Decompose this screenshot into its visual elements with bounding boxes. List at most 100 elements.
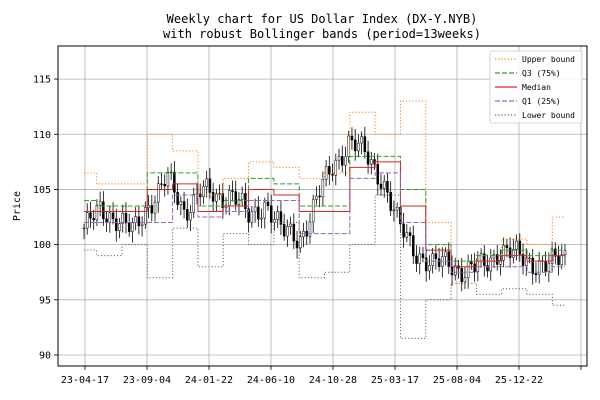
candle-body [269, 205, 273, 223]
x-tick-label: 24-10-28 [309, 375, 357, 386]
candle-body [521, 254, 525, 266]
candle-body [363, 136, 367, 153]
y-tick-label: 100 [33, 240, 51, 251]
candle-body [463, 277, 467, 283]
candle-body [428, 265, 431, 272]
candle-body [453, 265, 457, 276]
candle-body [376, 163, 380, 185]
candle-body [408, 232, 412, 236]
candle-body [534, 273, 538, 276]
candle-body [211, 192, 215, 202]
candle-body [479, 253, 483, 262]
candle-body [244, 193, 247, 209]
candle-body [528, 257, 531, 260]
candle-body [127, 222, 131, 232]
series-line-4 [84, 194, 565, 339]
candle-body [434, 253, 438, 260]
candle-body [447, 251, 451, 267]
candle-body [525, 257, 528, 266]
candle-body [160, 183, 163, 185]
candle-body [205, 178, 208, 187]
candle-body [489, 257, 493, 272]
candle-body [147, 205, 150, 208]
candle-body [115, 218, 118, 231]
candle-body [470, 261, 473, 265]
candle-body [444, 251, 447, 257]
candle-body [486, 265, 489, 272]
candle-body [386, 181, 389, 193]
x-tick-label: 24-06-10 [247, 375, 295, 386]
legend-label: Median [522, 83, 551, 92]
candle-body [282, 224, 286, 237]
candle-body [337, 156, 341, 161]
candle-body [292, 223, 296, 242]
candle-body [560, 254, 564, 266]
candle-body [437, 258, 441, 267]
candle-body [512, 249, 515, 258]
candle-body [483, 253, 486, 266]
legend-box [489, 50, 583, 124]
x-tick-label: 25-03-17 [371, 375, 419, 386]
candle-body [102, 201, 105, 220]
candle-body [250, 211, 254, 223]
chart-subtitle: with robust Bollinger bands (period=13we… [163, 27, 481, 41]
x-tick-label: 25-12-22 [495, 375, 543, 386]
candle-body [537, 260, 541, 276]
candle-body [257, 206, 260, 220]
candle-body [415, 255, 418, 264]
x-tick-label: 24-01-22 [185, 375, 233, 386]
candle-body [253, 206, 257, 213]
candle-body [237, 199, 241, 205]
candle-body [176, 192, 179, 206]
candle-body [347, 135, 350, 157]
candle-body [156, 183, 160, 203]
candle-body [215, 193, 218, 202]
candle-body [89, 212, 92, 219]
candle-body [140, 223, 144, 227]
candle-body [111, 212, 115, 220]
candle-body [547, 263, 551, 272]
candle-body [150, 205, 154, 214]
y-ticks: 90 95 100 105 110 115 [33, 75, 58, 361]
legend-label: Upper bound [522, 55, 575, 64]
candle-body [263, 201, 267, 219]
candle-body [544, 261, 547, 272]
candle-body [412, 235, 415, 257]
candle-body [308, 221, 312, 237]
candle-body [121, 213, 124, 224]
candle-body [92, 217, 95, 221]
x-tick-label: 23-09-04 [123, 375, 171, 386]
candle-body [531, 257, 534, 274]
candle-body [182, 201, 186, 210]
candle-body [134, 216, 137, 223]
candle-body [234, 191, 237, 205]
candle-body [502, 245, 505, 261]
candle-body [405, 232, 409, 238]
candle-body [85, 212, 89, 229]
candle-body [557, 255, 560, 266]
candle-body [163, 184, 166, 187]
candle-body [189, 212, 192, 221]
candle-body [105, 218, 108, 223]
candle-body [495, 254, 499, 265]
y-tick-label: 90 [39, 350, 51, 361]
legend-label: Q1 (25%) [522, 97, 561, 106]
candle-body [402, 223, 405, 238]
y-tick-label: 110 [33, 130, 51, 141]
candle-body [505, 245, 509, 249]
candle-body [344, 156, 347, 166]
candle-body [392, 209, 396, 212]
candle-body [331, 173, 334, 176]
candle-body [247, 208, 250, 223]
chart-title: Weekly chart for US Dollar Index (DX-Y.N… [167, 12, 478, 26]
candle-body [218, 193, 221, 195]
candle-body [179, 201, 183, 206]
x-tick-label: 25-08-04 [433, 375, 481, 386]
candle-body [137, 216, 141, 227]
candle-body [389, 192, 392, 211]
candle-body [289, 223, 292, 227]
candle-body [353, 139, 357, 152]
candle-body [518, 240, 522, 255]
candle-body [118, 223, 121, 231]
